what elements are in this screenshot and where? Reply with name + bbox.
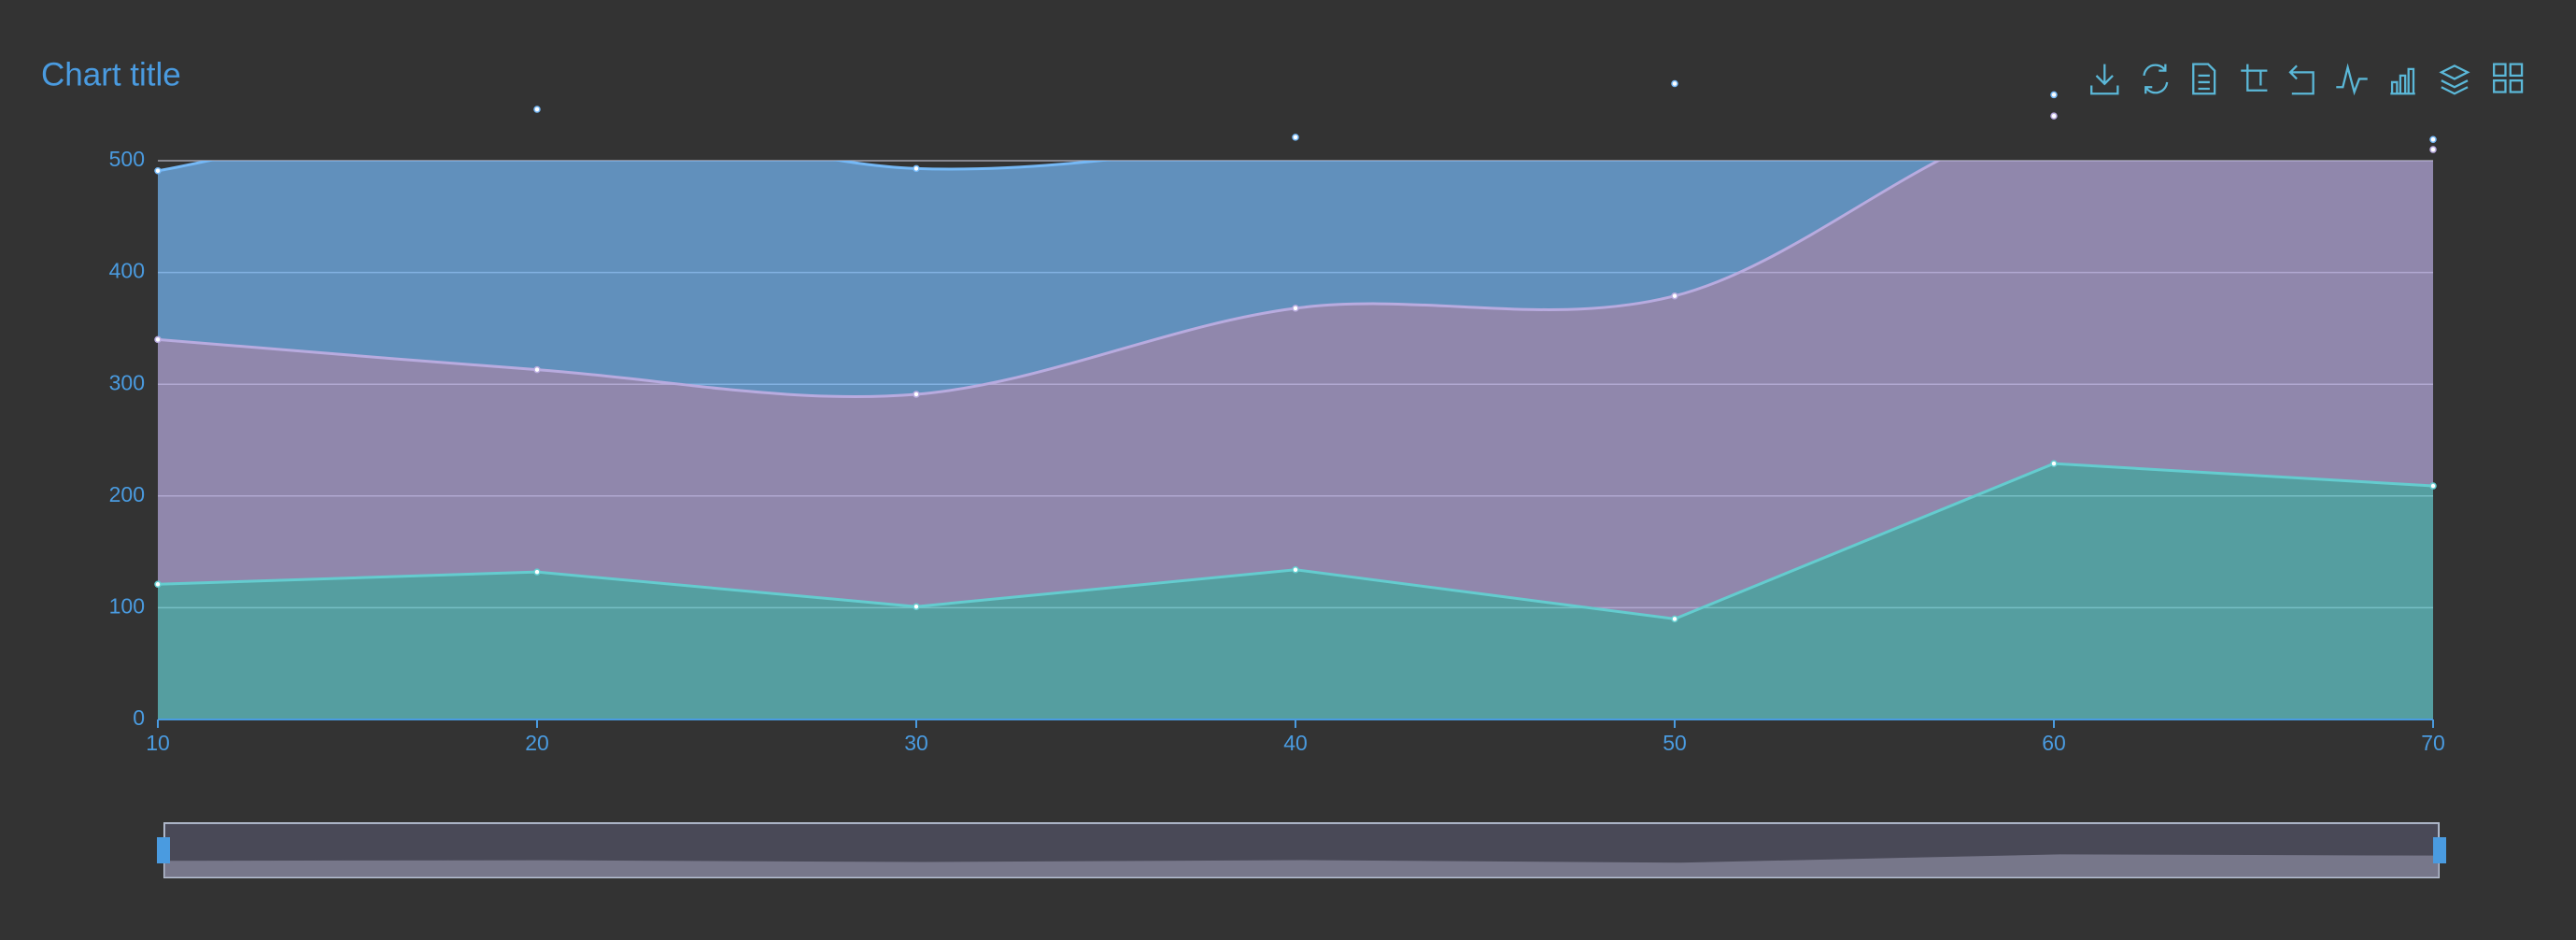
toolbox bbox=[2090, 63, 2524, 96]
x-tick-label: 50 bbox=[1663, 731, 1687, 755]
point bbox=[2429, 135, 2437, 144]
y-tick-label: 300 bbox=[109, 370, 145, 394]
point bbox=[2429, 146, 2437, 153]
plot-area bbox=[158, 161, 2433, 719]
point bbox=[533, 365, 541, 374]
point bbox=[533, 568, 541, 576]
restore-icon[interactable] bbox=[2143, 64, 2169, 94]
point bbox=[913, 391, 920, 398]
area bbox=[158, 161, 1939, 397]
point bbox=[2050, 91, 2058, 99]
y-tick-label: 0 bbox=[133, 705, 145, 730]
x-tick-label: 30 bbox=[904, 731, 928, 755]
stack-icon[interactable] bbox=[2439, 64, 2470, 95]
point bbox=[1292, 565, 1299, 574]
y-tick-label: 500 bbox=[109, 147, 145, 171]
x-tick-label: 10 bbox=[146, 731, 170, 755]
x-tick-label: 40 bbox=[1283, 731, 1308, 755]
point bbox=[913, 164, 920, 173]
point bbox=[1292, 305, 1299, 312]
slider-preview bbox=[164, 854, 2439, 877]
point bbox=[533, 106, 541, 113]
y-tick-label: 200 bbox=[109, 482, 145, 506]
slider-handle[interactable] bbox=[2433, 837, 2446, 863]
point bbox=[1671, 79, 1678, 88]
data-view-icon[interactable] bbox=[2192, 63, 2216, 95]
data-zoom-slider[interactable] bbox=[157, 822, 2446, 878]
point bbox=[154, 167, 162, 175]
point bbox=[1671, 292, 1678, 300]
point bbox=[1671, 615, 1678, 623]
zoom-back-icon[interactable] bbox=[2288, 64, 2314, 95]
zoom-icon[interactable] bbox=[2241, 64, 2268, 92]
point bbox=[913, 603, 920, 610]
save-icon[interactable] bbox=[2090, 64, 2119, 95]
point bbox=[1292, 134, 1299, 141]
bar-icon[interactable] bbox=[2390, 67, 2415, 95]
x-tick-label: 60 bbox=[2042, 731, 2066, 755]
point bbox=[154, 335, 162, 344]
tiled-icon[interactable] bbox=[2493, 63, 2524, 93]
y-tick-label: 400 bbox=[109, 259, 145, 283]
point bbox=[2050, 460, 2058, 467]
point bbox=[2050, 112, 2058, 120]
point bbox=[154, 580, 162, 589]
x-tick-label: 20 bbox=[525, 731, 549, 755]
line-icon[interactable] bbox=[2336, 63, 2368, 96]
x-tick-label: 70 bbox=[2421, 731, 2445, 755]
y-tick-label: 100 bbox=[109, 593, 145, 618]
area bbox=[158, 463, 2433, 719]
point bbox=[2429, 482, 2437, 490]
slider-handle[interactable] bbox=[157, 837, 170, 863]
chart-title: Chart title bbox=[41, 56, 181, 93]
area bbox=[158, 161, 2433, 620]
